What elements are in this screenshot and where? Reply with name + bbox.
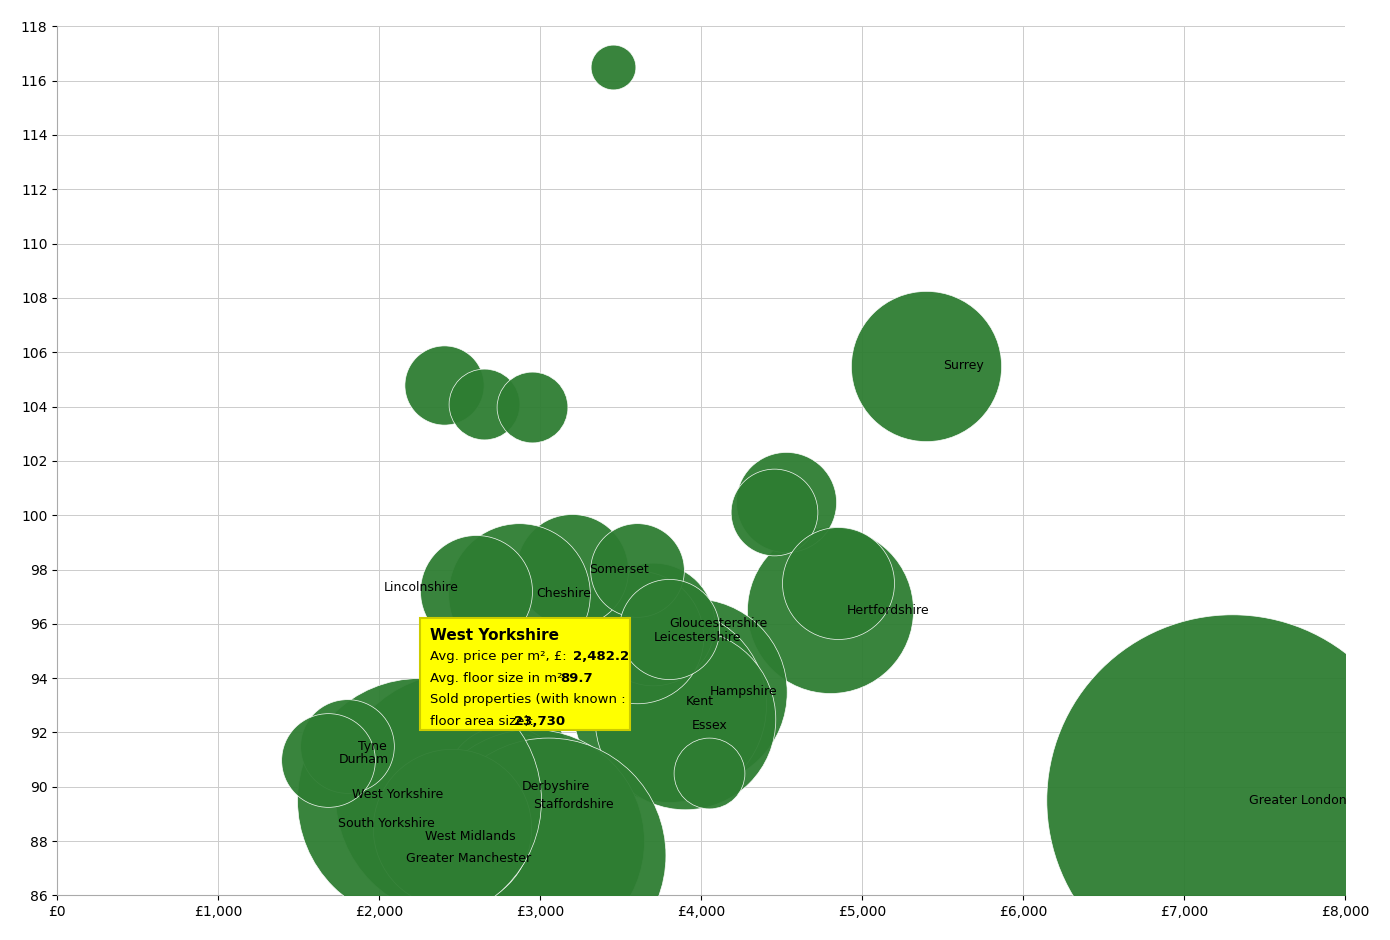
Text: Greater Manchester: Greater Manchester: [406, 853, 531, 866]
Point: [916, 358, 938, 373]
Text: Avg. floor size in m²:: Avg. floor size in m²:: [430, 672, 575, 685]
Point: [674, 712, 696, 727]
Point: [521, 400, 543, 415]
Text: West Yorkshire: West Yorkshire: [430, 628, 559, 643]
Point: [1222, 792, 1244, 807]
Bar: [420, 619, 630, 729]
Point: [657, 621, 680, 636]
Point: [698, 766, 720, 781]
Text: Somerset: Somerset: [589, 563, 649, 576]
Text: Surrey: Surrey: [942, 359, 984, 372]
Text: Leicestershire: Leicestershire: [653, 631, 741, 644]
Text: Essex: Essex: [692, 719, 728, 732]
Text: Derbyshire: Derbyshire: [521, 780, 589, 793]
Point: [776, 494, 798, 509]
Point: [827, 575, 849, 590]
Point: [505, 792, 527, 807]
Point: [537, 847, 559, 862]
Point: [682, 684, 705, 699]
Point: [521, 834, 543, 849]
Text: Kent: Kent: [685, 695, 713, 708]
Text: Avg. price per m², £:: Avg. price per m², £:: [430, 650, 575, 664]
Point: [432, 377, 455, 392]
Point: [626, 630, 648, 645]
Point: [317, 752, 339, 767]
Text: 23,730: 23,730: [513, 714, 564, 728]
Text: Tyne: Tyne: [359, 740, 386, 753]
Point: [602, 59, 624, 74]
Point: [441, 820, 463, 835]
Point: [509, 587, 531, 602]
Point: [626, 562, 648, 577]
Point: [446, 788, 468, 803]
Text: Gloucestershire: Gloucestershire: [670, 618, 767, 631]
Text: 2,482.2: 2,482.2: [573, 650, 630, 664]
Text: floor area size):: floor area size):: [430, 714, 542, 728]
Text: Sold properties (with known :: Sold properties (with known :: [430, 693, 626, 706]
Text: South Yorkshire: South Yorkshire: [338, 817, 435, 830]
Text: West Midlands: West Midlands: [425, 830, 516, 843]
Point: [819, 603, 841, 618]
Text: Hampshire: Hampshire: [710, 685, 777, 698]
Point: [464, 584, 486, 599]
Text: 89.7: 89.7: [560, 672, 594, 685]
Point: [642, 617, 664, 632]
Text: Greater London: Greater London: [1250, 794, 1347, 807]
Point: [473, 397, 495, 412]
Text: Hertfordshire: Hertfordshire: [847, 603, 929, 617]
Point: [562, 562, 584, 577]
Text: Lincolnshire: Lincolnshire: [384, 581, 459, 593]
Text: West Yorkshire: West Yorkshire: [352, 789, 443, 802]
Point: [657, 697, 680, 713]
Text: Staffordshire: Staffordshire: [532, 798, 613, 811]
Text: Cheshire: Cheshire: [535, 588, 591, 601]
Point: [336, 739, 359, 754]
Point: [409, 792, 431, 807]
Point: [762, 505, 784, 520]
Point: [493, 779, 516, 794]
Text: Durham: Durham: [339, 753, 389, 766]
